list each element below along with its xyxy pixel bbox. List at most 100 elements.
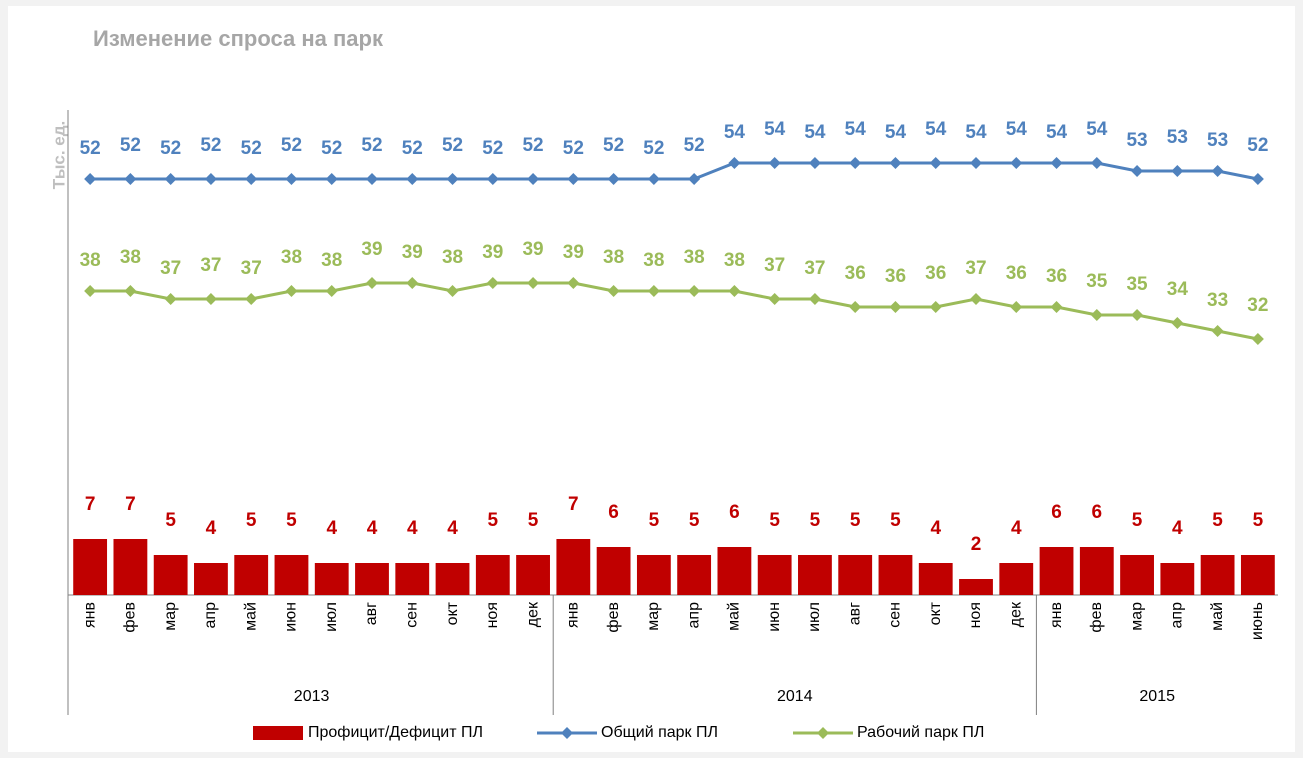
marker <box>929 301 942 313</box>
x-tick-label: июн <box>766 602 783 632</box>
x-tick-label: сен <box>887 602 904 628</box>
bar <box>355 563 389 595</box>
bar <box>959 579 993 595</box>
bar <box>878 555 913 595</box>
data-label: 38 <box>643 250 664 271</box>
data-label: 53 <box>1126 130 1147 151</box>
data-label: 4 <box>930 518 941 539</box>
marker <box>768 293 781 305</box>
x-tick-label: дек <box>524 601 541 627</box>
data-label: 53 <box>1207 130 1228 151</box>
marker <box>1171 317 1184 329</box>
data-label: 7 <box>85 494 96 515</box>
data-label: 39 <box>482 242 503 263</box>
data-label: 35 <box>1086 271 1108 292</box>
data-label: 5 <box>286 510 297 531</box>
data-label: 54 <box>845 119 867 140</box>
data-label: 36 <box>925 263 946 284</box>
data-label: 4 <box>326 518 337 539</box>
marker <box>849 157 862 169</box>
marker <box>124 285 137 297</box>
bar <box>1200 555 1235 595</box>
x-tick-label: янв <box>1048 602 1065 628</box>
data-label: 52 <box>603 135 624 156</box>
x-tick-label: авг <box>846 602 863 625</box>
data-label: 2 <box>971 534 982 555</box>
data-label: 4 <box>407 518 418 539</box>
marker <box>446 285 459 297</box>
bar <box>234 555 269 595</box>
bar <box>1039 547 1074 595</box>
x-tick-label: янв <box>81 602 98 628</box>
data-label: 4 <box>447 518 458 539</box>
data-label: 52 <box>361 135 382 156</box>
bar <box>274 555 309 595</box>
data-label: 6 <box>729 502 740 523</box>
marker <box>1050 301 1063 313</box>
bar <box>798 555 832 595</box>
data-label: 7 <box>568 494 579 515</box>
data-label: 35 <box>1126 274 1148 295</box>
data-label: 54 <box>1086 119 1108 140</box>
marker <box>1090 157 1103 169</box>
bar <box>1120 555 1154 595</box>
marker <box>889 301 902 313</box>
bar <box>757 555 792 595</box>
marker <box>929 157 942 169</box>
data-label: 39 <box>522 239 543 260</box>
data-label: 7 <box>125 494 136 515</box>
marker <box>728 157 741 169</box>
group-label: 2015 <box>1139 688 1175 705</box>
bar <box>918 563 953 595</box>
data-label: 53 <box>1167 127 1188 148</box>
x-tick-label: май <box>242 602 259 631</box>
marker <box>204 293 217 305</box>
marker <box>647 285 660 297</box>
group-label: 2013 <box>294 688 330 705</box>
data-label: 52 <box>684 135 705 156</box>
data-label: 5 <box>488 510 499 531</box>
marker <box>527 277 540 289</box>
x-tick-label: ноя <box>484 602 501 628</box>
data-label: 38 <box>684 247 705 268</box>
legend-label: Профицит/Дефицит ПЛ <box>308 724 483 741</box>
marker <box>1010 301 1023 313</box>
marker <box>1090 309 1103 321</box>
data-label: 52 <box>80 138 101 159</box>
marker <box>245 173 258 185</box>
bar <box>194 563 228 595</box>
x-tick-label: июнь <box>1249 602 1266 640</box>
data-label: 4 <box>367 518 378 539</box>
data-label: 36 <box>1046 266 1067 287</box>
data-label: 54 <box>764 119 786 140</box>
bar <box>636 555 671 595</box>
bar <box>73 539 108 595</box>
data-label: 38 <box>120 247 141 268</box>
marker <box>84 173 97 185</box>
bar <box>516 555 550 595</box>
bar <box>395 563 430 595</box>
marker <box>970 293 982 305</box>
data-label: 5 <box>890 510 901 531</box>
x-tick-label: янв <box>565 602 582 628</box>
marker <box>1010 157 1023 169</box>
data-label: 5 <box>649 510 660 531</box>
marker <box>728 285 741 297</box>
data-label: 38 <box>321 250 342 271</box>
bar <box>999 563 1034 595</box>
marker <box>1211 325 1224 337</box>
line <box>90 281 1259 341</box>
data-label: 52 <box>321 138 342 159</box>
marker <box>486 173 499 185</box>
data-label: 38 <box>281 247 302 268</box>
data-label: 36 <box>845 263 866 284</box>
data-label: 39 <box>361 239 382 260</box>
marker <box>84 285 97 297</box>
group-label: 2014 <box>777 688 813 705</box>
data-label: 4 <box>1172 518 1183 539</box>
data-label: 5 <box>769 510 780 531</box>
marker <box>325 285 338 297</box>
chart-title: Изменение спроса на парк <box>93 26 384 51</box>
